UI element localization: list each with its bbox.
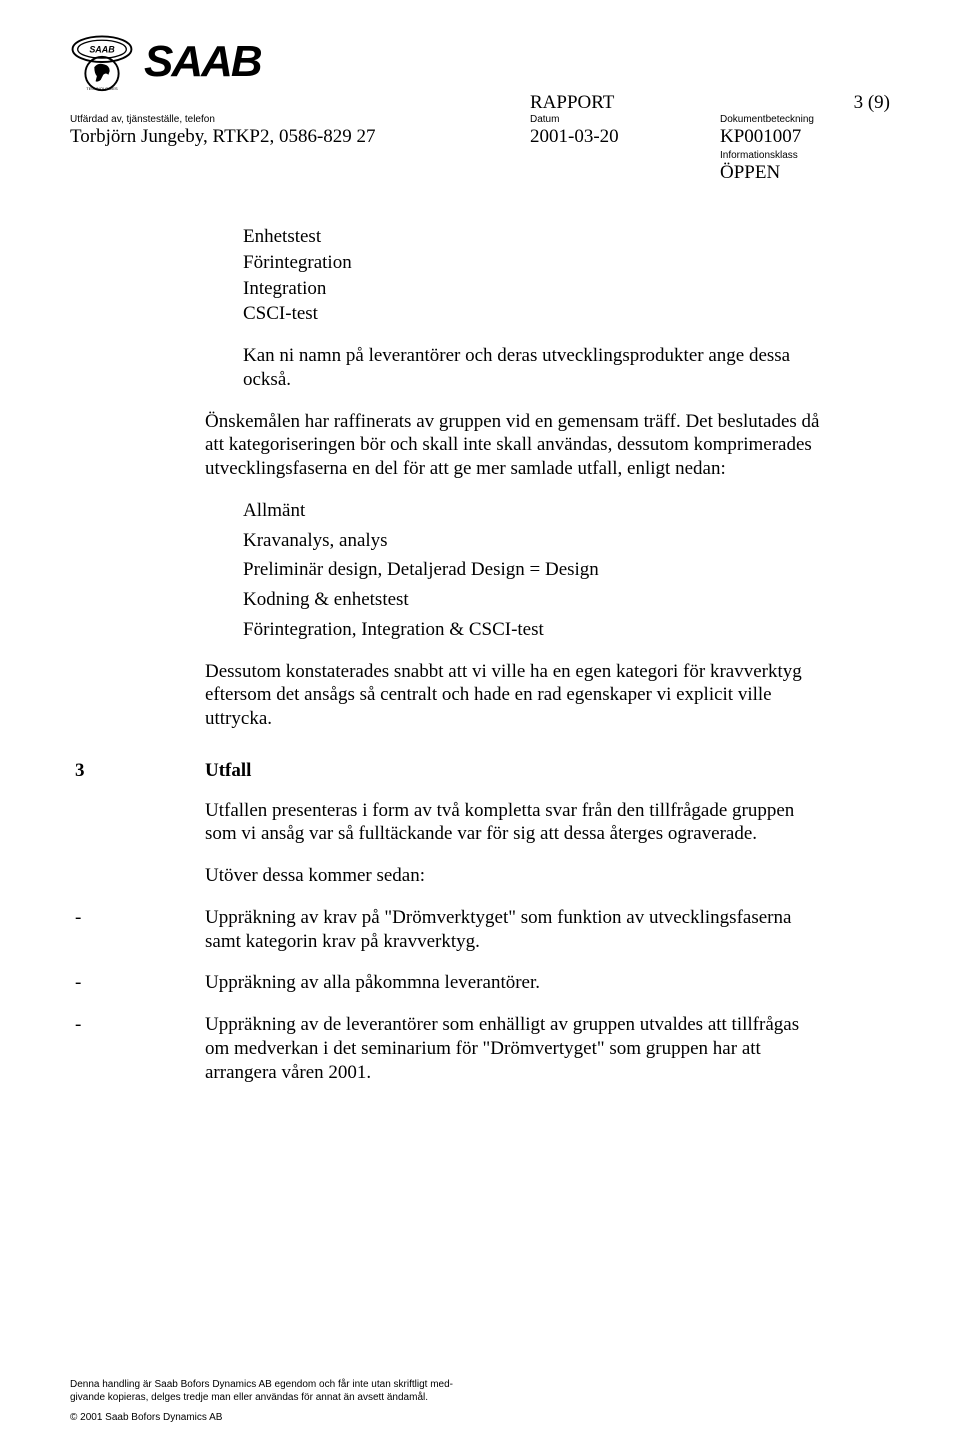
list-phases-1: Enhetstest Förintegration Integration CS… [243,225,825,326]
list-item: Integration [243,277,825,301]
dash-list-item: - Uppräkning av krav på "Drömverktyget" … [205,906,825,954]
dash-marker: - [75,971,81,995]
value-date: 2001-03-20 [530,126,619,148]
section-number: 3 [75,759,85,783]
label-docref: Dokumentbeteckning [720,114,814,125]
footer-line: Denna handling är Saab Bofors Dynamics A… [70,1378,453,1392]
list-item: Kodning & enhetstest [243,588,825,612]
label-infoclass: Informationsklass [720,150,798,161]
footer-line: givande kopieras, delges tredje man elle… [70,1391,453,1405]
page-footer: Denna handling är Saab Bofors Dynamics A… [70,1378,453,1425]
dash-text: Uppräkning av krav på "Drömverktyget" so… [205,907,791,952]
saab-wordmark: SAAB [144,37,261,87]
document-body: Enhetstest Förintegration Integration CS… [205,225,825,1102]
saab-emblem-icon: SAAB TECHNOLOGIES [70,30,134,94]
dash-marker: - [75,906,81,930]
svg-text:TECHNOLOGIES: TECHNOLOGIES [86,86,118,91]
list-item: Enhetstest [243,225,825,249]
section-title: Utfall [205,760,251,781]
document-page: SAAB TECHNOLOGIES SAAB RAPPORT 3 (9) Utf… [0,0,960,1454]
list-item: Kravanalys, analys [243,529,825,553]
dash-list-item: - Uppräkning av de leverantörer som enhä… [205,1013,825,1084]
page-header: SAAB TECHNOLOGIES SAAB RAPPORT 3 (9) Utf… [70,30,890,170]
list-item: Preliminär design, Detaljerad Design = D… [243,558,825,582]
paragraph: Utfallen presenteras i form av två kompl… [205,799,825,847]
footer-copyright: © 2001 Saab Bofors Dynamics AB [70,1411,453,1425]
document-type: RAPPORT [530,92,614,114]
paragraph: Dessutom konstaterades snabbt att vi vil… [205,660,825,731]
list-item: Förintegration [243,251,825,275]
label-issuer: Utfärdad av, tjänsteställe, telefon [70,114,215,125]
section-heading: 3 Utfall [205,759,825,783]
dash-text: Uppräkning av alla påkommna leverantörer… [205,972,540,993]
list-phases-2: Allmänt Kravanalys, analys Preliminär de… [243,499,825,642]
page-number: 3 (9) [854,92,890,114]
list-item: Förintegration, Integration & CSCI-test [243,618,825,642]
dash-text: Uppräkning av de leverantörer som enhäll… [205,1014,799,1083]
logo-block: SAAB TECHNOLOGIES SAAB [70,30,261,94]
paragraph: Utöver dessa kommer sedan: [205,864,825,888]
list-item: Allmänt [243,499,825,523]
value-issuer: Torbjörn Jungeby, RTKP2, 0586-829 27 [70,126,376,148]
list-item: CSCI-test [243,302,825,326]
dash-list-item: - Uppräkning av alla påkommna leverantör… [205,971,825,995]
paragraph: Kan ni namn på leverantörer och deras ut… [243,344,825,392]
label-date: Datum [530,114,559,125]
dash-marker: - [75,1013,81,1037]
paragraph: Önskemålen har raffinerats av gruppen vi… [205,410,825,481]
value-infoclass: ÖPPEN [720,162,780,184]
value-docref: KP001007 [720,126,801,148]
svg-text:SAAB: SAAB [89,44,115,54]
